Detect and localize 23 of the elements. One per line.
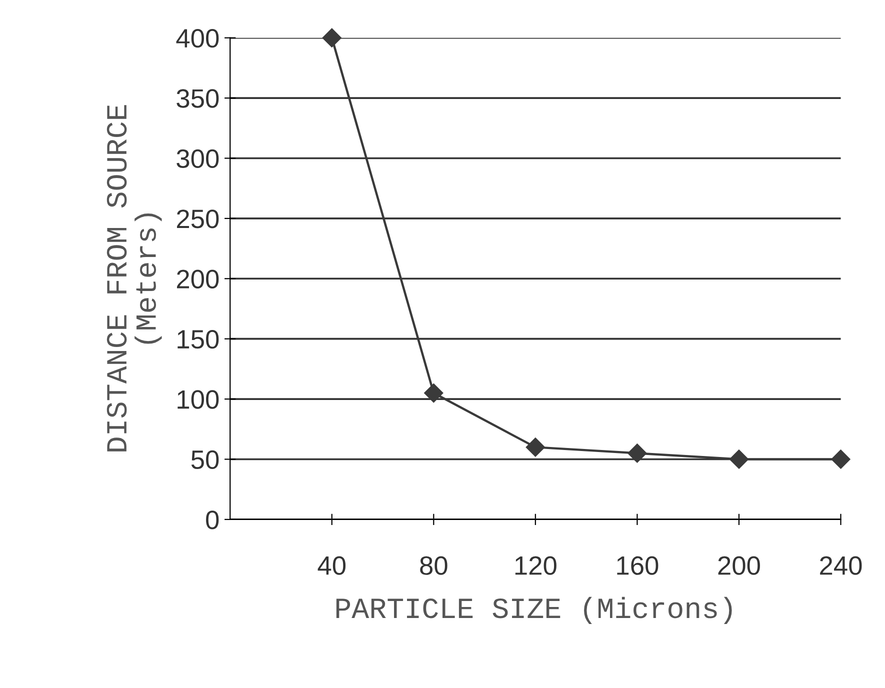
point	[729, 450, 749, 469]
x-tick-label: 240	[820, 556, 862, 575]
y-tick-label: 200	[176, 270, 219, 288]
y-tick-label: 300	[176, 149, 219, 168]
y-tick-label: 0	[206, 510, 219, 530]
y-tick-label: 400	[176, 28, 219, 48]
y-tick-label: 250	[176, 210, 219, 228]
y-tick-label: 50	[191, 450, 219, 470]
x-tick-label: 80	[420, 556, 448, 575]
y-tick-label: 100	[178, 390, 219, 409]
x-tick-label: 120	[515, 556, 556, 575]
x-axis-title: PARTICLE SIZE (Microns)	[336, 596, 732, 624]
point	[628, 444, 647, 463]
point	[424, 383, 444, 403]
x-tick-label: 40	[318, 556, 346, 575]
y-tick-label: 350	[176, 89, 219, 108]
point	[526, 438, 545, 457]
y-tick-label: 150	[178, 330, 219, 349]
x-tick-label: 160	[617, 556, 658, 575]
y-axis-title: DISTANCE FROM SOURCE (Meters)	[106, 105, 162, 452]
x-tick-label: 200	[718, 556, 760, 575]
point	[831, 450, 850, 469]
point	[322, 28, 342, 48]
